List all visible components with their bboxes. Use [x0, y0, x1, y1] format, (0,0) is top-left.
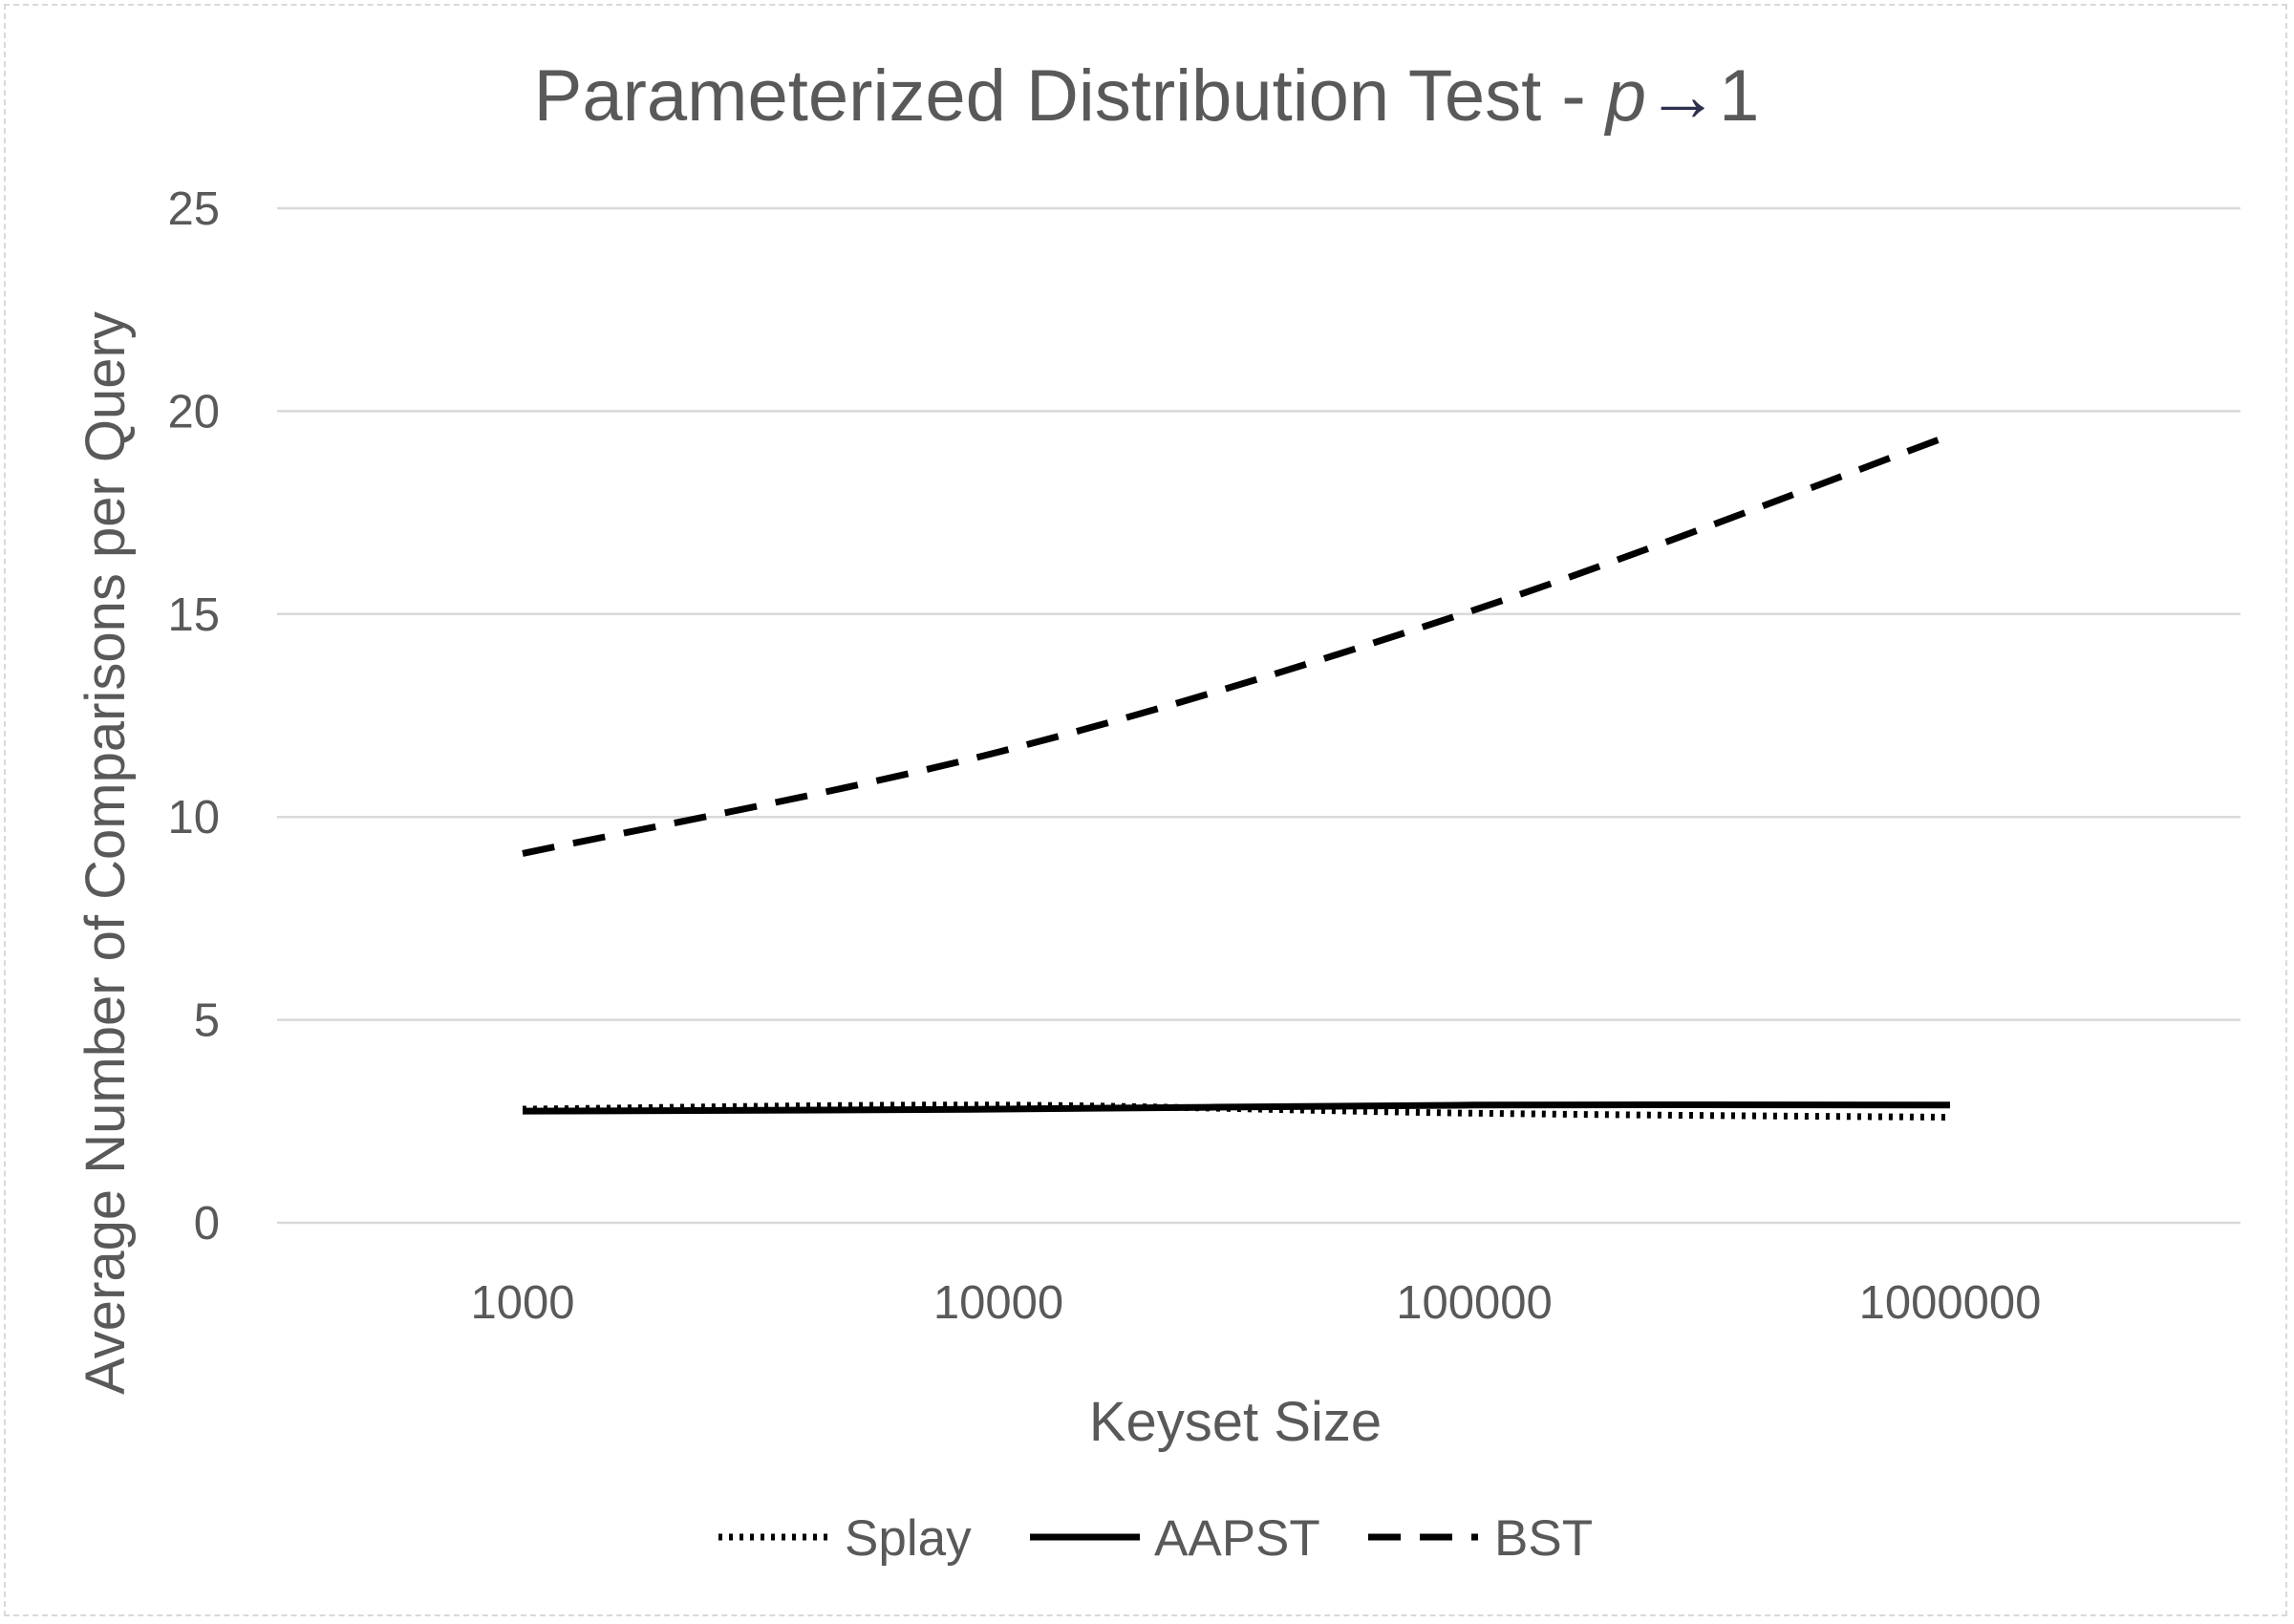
x-tick-label: 100000 — [1396, 1277, 1553, 1329]
x-axis-title: Keyset Size — [1089, 1391, 1382, 1453]
series-line-splay — [522, 1101, 1951, 1122]
y-tick-label: 5 — [194, 995, 220, 1047]
x-tick-label: 10000 — [933, 1277, 1063, 1329]
series-line-bst — [522, 432, 1952, 857]
x-tick-label: 1000000 — [1859, 1277, 2042, 1329]
y-tick-label: 20 — [167, 386, 220, 438]
legend-label-bst: BST — [1494, 1510, 1593, 1567]
y-tick-label: 10 — [167, 792, 220, 844]
x-axis-ticks: 1000 10000 100000 1000000 — [470, 1277, 2041, 1329]
y-tick-label: 0 — [194, 1198, 220, 1250]
y-axis-title: Average Number of Comparisons per Query — [75, 311, 137, 1395]
legend-label-splay: Splay — [845, 1510, 972, 1567]
chart-title: Parameterized Distribution Test - p→1 — [534, 55, 1760, 137]
y-tick-label: 15 — [167, 589, 220, 641]
chart-frame — [4, 4, 2287, 1616]
y-tick-label: 25 — [167, 183, 220, 235]
x-tick-label: 1000 — [470, 1277, 574, 1329]
legend-label-aapst: AAPST — [1154, 1510, 1320, 1567]
series-line-aapst — [522, 1100, 1951, 1115]
series-lines — [522, 432, 1952, 1122]
y-axis-ticks: 0 5 10 15 20 25 — [167, 183, 220, 1250]
legend: Splay AAPST BST — [718, 1510, 1593, 1567]
gridlines — [277, 206, 2240, 1225]
